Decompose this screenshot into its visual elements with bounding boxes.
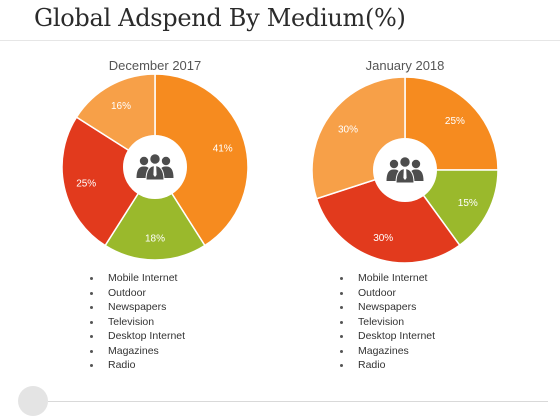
pie-slice	[315, 169, 461, 264]
slice-label: 30%	[338, 125, 358, 136]
legend-item: Newspapers	[88, 300, 185, 315]
legend-item: Outdoor	[88, 286, 185, 301]
chart-title: January 2018	[366, 58, 445, 73]
footer-dot	[18, 386, 48, 416]
pie-slice	[61, 116, 157, 247]
pie-chart-1: December 2017 41% 18% 25% 16%	[61, 58, 249, 261]
legend-item: Newspapers	[338, 300, 435, 315]
legend-item: Radio	[338, 358, 435, 373]
legend-item: Television	[338, 315, 435, 330]
chart-title: December 2017	[109, 58, 202, 73]
page-title: Global Adspend By Medium(%)	[34, 4, 406, 32]
legend-item: Mobile Internet	[338, 271, 435, 286]
pie-chart-2: January 2018 25% 15% 30% 30%	[311, 58, 499, 264]
footer-line	[48, 401, 548, 402]
legend-item: Desktop Internet	[338, 329, 435, 344]
slice-label: 30%	[373, 233, 393, 244]
slice-label: 18%	[145, 234, 165, 245]
slice-label: 41%	[213, 143, 233, 154]
slice-label: 16%	[111, 101, 131, 112]
slice-label: 25%	[76, 178, 96, 189]
legend-item: Desktop Internet	[88, 329, 185, 344]
legend-item: Outdoor	[338, 286, 435, 301]
pie-slice	[404, 76, 499, 171]
legend-item: Mobile Internet	[88, 271, 185, 286]
legend-item: Magazines	[338, 344, 435, 359]
legend-december: Mobile Internet Outdoor Newspapers Telev…	[88, 271, 185, 373]
users-icon	[136, 153, 174, 181]
legend-january: Mobile Internet Outdoor Newspapers Telev…	[338, 271, 435, 373]
legend-item: Television	[88, 315, 185, 330]
users-icon	[386, 156, 424, 184]
pie-slice	[104, 165, 206, 261]
slice-label: 25%	[445, 116, 465, 127]
title-divider	[0, 40, 560, 41]
legend-item: Radio	[88, 358, 185, 373]
legend-item: Magazines	[88, 344, 185, 359]
slice-label: 15%	[458, 198, 478, 209]
